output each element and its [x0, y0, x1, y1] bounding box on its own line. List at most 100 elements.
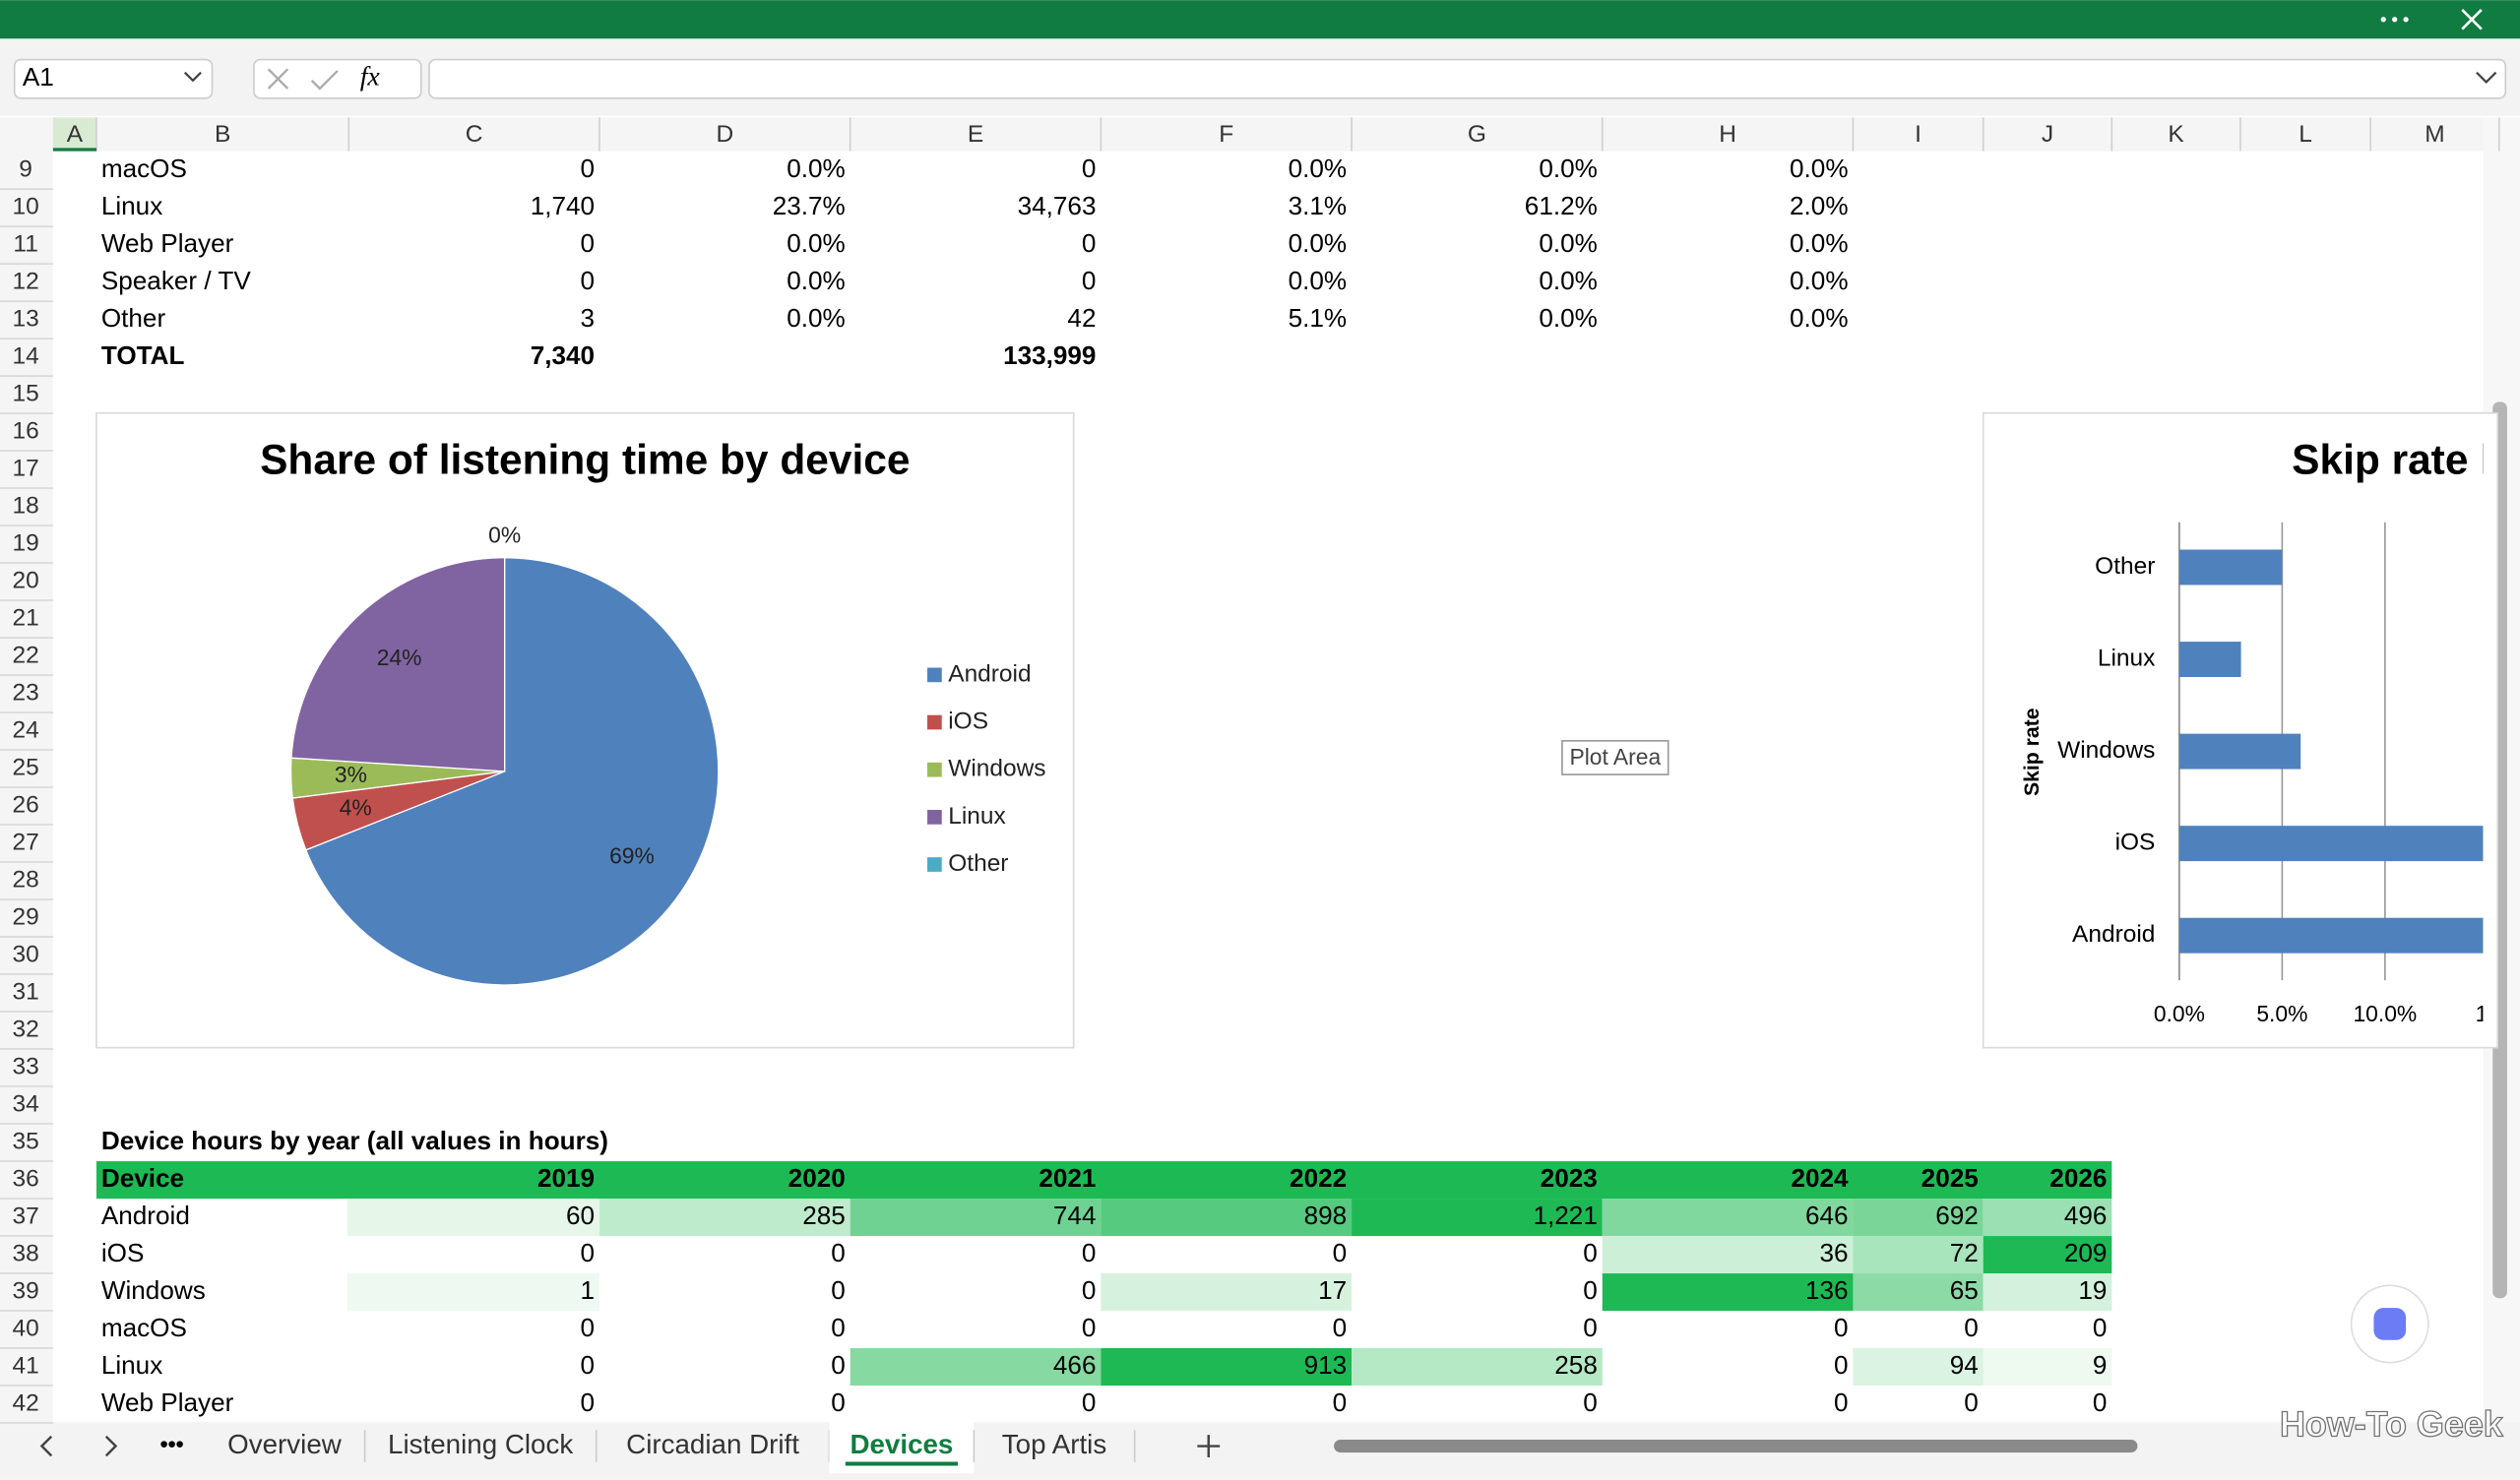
row-label: iOS: [101, 1238, 145, 1267]
sheet-tab-bar: [0, 1422, 2520, 1480]
row-header: 17: [13, 456, 39, 482]
row-header: 15: [13, 381, 39, 407]
cell-value: 0: [1333, 1313, 1348, 1342]
y-tick-label: iOS: [2115, 830, 2156, 856]
row-label: Web Player: [101, 228, 234, 258]
cell-value: 17: [1318, 1275, 1347, 1305]
cell-value: 285: [802, 1201, 846, 1230]
heat-cell: [850, 1348, 1102, 1387]
cell-value: 0: [1834, 1350, 1849, 1380]
row-header: 21: [13, 605, 39, 632]
chart-title: Skip rate l: [2292, 437, 2491, 483]
cell-value: 0: [1082, 1313, 1097, 1342]
cell-value: 209: [2064, 1238, 2108, 1267]
selected-column: [52, 117, 96, 152]
cell-value: 0: [1082, 1238, 1097, 1267]
more-icon[interactable]: [2380, 17, 2409, 23]
cell-value: 0: [1583, 1388, 1598, 1417]
cell-value: 3.1%: [1289, 191, 1348, 220]
sheet-tab[interactable]: Circadian Drift: [626, 1429, 799, 1459]
y-tick-label: Windows: [2057, 737, 2155, 764]
cell-value: 0: [1333, 1388, 1348, 1417]
sheet-tab[interactable]: Devices: [850, 1429, 953, 1459]
cell-value: 0: [1583, 1238, 1598, 1267]
x-tick-label: 15: [2476, 1001, 2500, 1026]
row-label: macOS: [101, 1313, 187, 1342]
y-tick-label: Android: [2072, 921, 2155, 948]
cell-value: 0: [581, 228, 596, 258]
sheet: A B C D E F G H I J K L M910111213141516171819202122…: [0, 117, 2503, 1474]
sheet-tab[interactable]: Overview: [227, 1429, 343, 1459]
function-icon[interactable]: fx: [360, 62, 381, 92]
title-bar: [0, 0, 2520, 39]
row-header: 37: [13, 1202, 39, 1229]
pie-slice: [304, 557, 720, 986]
bar: [2178, 642, 2241, 677]
heat-cell: [598, 1199, 850, 1237]
cell-value: 34,763: [1018, 191, 1097, 220]
tab-nav[interactable]: [39, 1435, 118, 1457]
row-header: 40: [13, 1315, 39, 1341]
cell-value: 0: [831, 1238, 846, 1267]
heat-cell: [1983, 1236, 2112, 1274]
cell-value: 898: [1304, 1201, 1348, 1230]
row-header: 41: [13, 1352, 39, 1379]
sheet-tab[interactable]: Top Artis: [1002, 1429, 1106, 1459]
dropdown-icon[interactable]: [183, 71, 202, 83]
cell-value: 0.0%: [1539, 154, 1598, 183]
cell-value: 0: [1834, 1313, 1849, 1342]
row-header: 31: [13, 979, 39, 1006]
formula-bar[interactable]: [428, 58, 2507, 99]
table-header: 2023: [1541, 1163, 1598, 1193]
row-header: 22: [13, 643, 39, 669]
heat-cell: [1983, 1199, 2112, 1237]
cell-value: 0: [1964, 1388, 1979, 1417]
heat-cell: [1352, 1199, 1603, 1237]
cell-value: 0.0%: [1289, 154, 1348, 183]
y-tick-label: Other: [2095, 553, 2155, 580]
row-label: TOTAL: [101, 340, 185, 370]
cell-value: 0: [1082, 228, 1097, 258]
tooltip-box: [1561, 740, 1670, 775]
column-header: M: [2425, 121, 2444, 148]
column-header: K: [2168, 121, 2184, 148]
heat-cell: [346, 1273, 599, 1312]
row-header: 29: [13, 904, 39, 931]
column-header: L: [2299, 121, 2312, 148]
cell-value: 0.0%: [1289, 266, 1348, 295]
row-header: 33: [13, 1053, 39, 1079]
column-header: G: [1468, 121, 1486, 148]
column-header: F: [1219, 121, 1233, 148]
cell-value: 258: [1554, 1350, 1598, 1380]
close-icon[interactable]: [2461, 9, 2483, 31]
cancel-icon[interactable]: [267, 68, 289, 90]
row-header: 10: [13, 194, 39, 220]
heat-cell: [1602, 1273, 1854, 1312]
cell-value: 0: [831, 1388, 846, 1417]
pie-label: 3%: [335, 762, 367, 787]
pie-label: 24%: [377, 645, 422, 670]
cell-value: 466: [1053, 1350, 1097, 1380]
horizontal-scroll-thumb[interactable]: [1334, 1440, 2138, 1453]
cell-value: 0: [831, 1313, 846, 1342]
heat-cell: [1101, 1348, 1353, 1387]
cell-value: 0.0%: [787, 228, 846, 258]
formula-buttons: [253, 58, 422, 99]
enter-icon[interactable]: [310, 70, 339, 91]
heat-cell: [1101, 1273, 1353, 1312]
legend-label: iOS: [948, 709, 988, 735]
cell-value: 0: [1583, 1275, 1598, 1305]
expand-icon[interactable]: [2476, 71, 2497, 85]
heat-cell: [1983, 1273, 2112, 1312]
name-box[interactable]: [13, 58, 214, 99]
row-label: Windows: [101, 1275, 206, 1305]
legend-swatch: [927, 714, 942, 730]
sheet-tab[interactable]: Listening Clock: [388, 1429, 573, 1459]
copilot-icon: [2373, 1308, 2407, 1340]
add-sheet[interactable]: [1197, 1435, 1221, 1457]
row-header: 30: [13, 942, 39, 968]
row-label: macOS: [101, 154, 187, 183]
cell-value: 0: [1333, 1238, 1348, 1267]
bar: [2178, 733, 2301, 770]
